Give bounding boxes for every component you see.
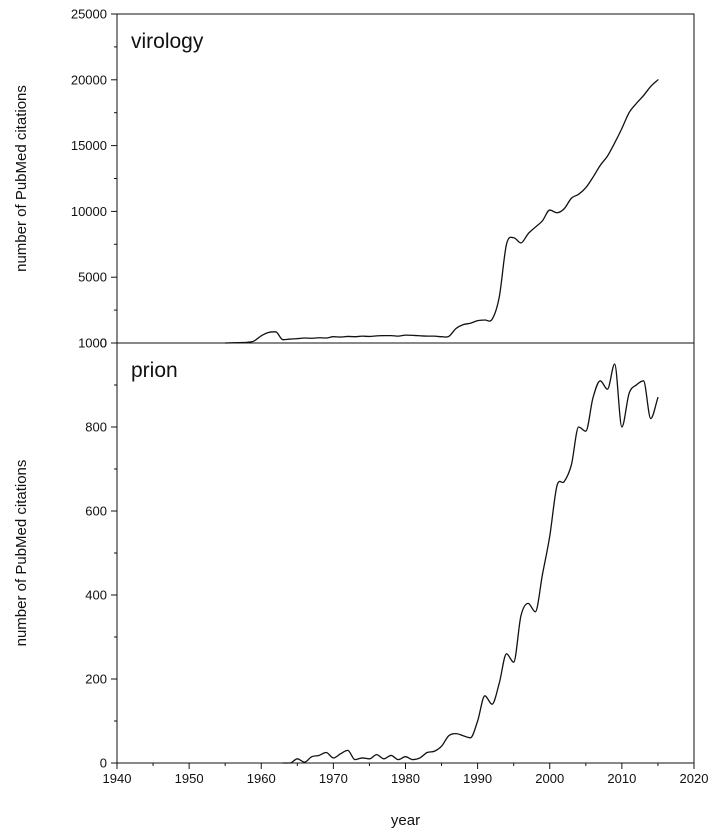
x-tick-label: 1970	[319, 771, 348, 786]
prion-y-axis-label: number of PubMed citations	[13, 460, 30, 647]
y-tick-label: 600	[85, 504, 107, 519]
y-tick-label: 10000	[71, 204, 107, 219]
y-tick-label: 25000	[71, 7, 107, 22]
virology-series-line	[224, 79, 659, 344]
x-tick-label: 1990	[463, 771, 492, 786]
prion-series-line	[282, 363, 659, 764]
virology-panel: 0 5000 10000 15000 20000 25000 virology numbe…	[13, 7, 695, 351]
prion-x-axis: 1940 1950 1960 1970 1980 1990 2000 2010 2020	[103, 763, 709, 786]
prion-y-axis: 0 200 400 600 800 1000	[78, 336, 117, 771]
y-tick-label: 400	[85, 588, 107, 603]
y-tick-label: 1000	[78, 336, 107, 351]
virology-panel-title: virology	[131, 30, 204, 53]
x-tick-label: 1960	[247, 771, 276, 786]
x-tick-label: 2000	[535, 771, 564, 786]
x-tick-label: 1980	[391, 771, 420, 786]
y-tick-label: 800	[85, 420, 107, 435]
y-tick-label: 0	[100, 756, 107, 771]
prion-plot-frame	[116, 342, 695, 764]
x-tick-label: 2020	[680, 771, 709, 786]
y-tick-label: 5000	[78, 270, 107, 285]
y-tick-label: 15000	[71, 138, 107, 153]
virology-plot-frame	[116, 13, 695, 344]
y-tick-label: 200	[85, 672, 107, 687]
virology-y-axis-label: number of PubMed citations	[13, 85, 30, 272]
x-tick-label: 1950	[175, 771, 204, 786]
x-tick-label: 2010	[607, 771, 636, 786]
prion-panel-title: prion	[131, 359, 178, 382]
x-tick-label: 1940	[103, 771, 132, 786]
virology-y-axis: 0 5000 10000 15000 20000 25000	[71, 7, 117, 351]
y-tick-label: 0	[100, 336, 107, 351]
y-tick-label: 20000	[71, 72, 107, 87]
x-axis-label: year	[391, 812, 420, 829]
